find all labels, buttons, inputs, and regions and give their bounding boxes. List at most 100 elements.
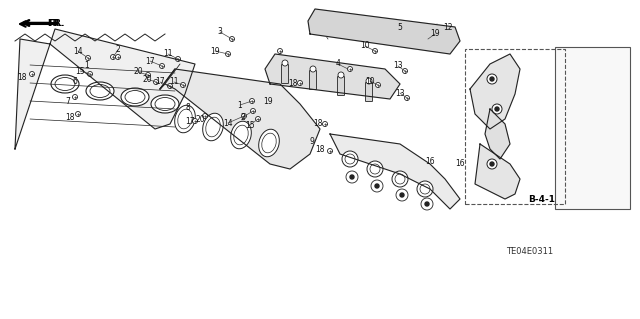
Circle shape xyxy=(298,80,303,85)
Text: B-4-1: B-4-1 xyxy=(528,195,555,204)
Text: 11: 11 xyxy=(169,78,179,86)
Text: 20: 20 xyxy=(133,68,143,77)
Circle shape xyxy=(72,94,77,100)
Polygon shape xyxy=(475,144,520,199)
FancyBboxPatch shape xyxy=(282,64,289,84)
Text: 20: 20 xyxy=(142,75,152,84)
Circle shape xyxy=(175,56,180,62)
Text: 1: 1 xyxy=(84,62,90,70)
Ellipse shape xyxy=(178,109,192,129)
Text: 19: 19 xyxy=(263,97,273,106)
Circle shape xyxy=(255,116,260,122)
Ellipse shape xyxy=(55,78,75,91)
Circle shape xyxy=(372,48,378,54)
Circle shape xyxy=(350,175,354,179)
Ellipse shape xyxy=(175,105,195,133)
Ellipse shape xyxy=(206,117,220,137)
Circle shape xyxy=(230,36,234,41)
Circle shape xyxy=(404,95,410,100)
Text: TE04E0311: TE04E0311 xyxy=(506,247,554,256)
Text: 10: 10 xyxy=(360,41,370,50)
Circle shape xyxy=(346,171,358,183)
Circle shape xyxy=(76,112,81,116)
Text: 18: 18 xyxy=(65,113,75,122)
Ellipse shape xyxy=(125,91,145,103)
Ellipse shape xyxy=(155,98,175,110)
Circle shape xyxy=(367,161,383,177)
Circle shape xyxy=(225,51,230,56)
Circle shape xyxy=(348,66,353,71)
Text: 19: 19 xyxy=(430,29,440,39)
Circle shape xyxy=(202,114,207,118)
Ellipse shape xyxy=(151,95,179,113)
Circle shape xyxy=(420,184,430,194)
Circle shape xyxy=(392,171,408,187)
Circle shape xyxy=(487,159,497,169)
Polygon shape xyxy=(308,9,460,54)
Circle shape xyxy=(250,108,255,114)
Circle shape xyxy=(111,55,115,60)
Text: 10: 10 xyxy=(365,77,375,85)
Circle shape xyxy=(371,180,383,192)
Circle shape xyxy=(487,74,497,84)
Circle shape xyxy=(395,174,405,184)
Text: 14: 14 xyxy=(73,47,83,56)
Text: 20: 20 xyxy=(195,115,205,123)
Text: 17: 17 xyxy=(145,56,155,65)
Text: 18: 18 xyxy=(288,79,298,88)
Circle shape xyxy=(193,118,198,123)
Text: 16: 16 xyxy=(455,160,465,168)
Text: 8: 8 xyxy=(186,102,190,112)
Text: 16: 16 xyxy=(425,157,435,166)
Circle shape xyxy=(159,63,164,69)
Ellipse shape xyxy=(234,125,248,145)
Ellipse shape xyxy=(90,85,110,98)
FancyBboxPatch shape xyxy=(310,70,317,90)
Circle shape xyxy=(421,198,433,210)
Circle shape xyxy=(282,60,288,66)
Ellipse shape xyxy=(262,133,276,153)
Circle shape xyxy=(449,32,454,36)
Polygon shape xyxy=(330,134,460,209)
Text: FR.: FR. xyxy=(48,19,65,27)
FancyBboxPatch shape xyxy=(555,47,630,209)
Circle shape xyxy=(278,48,282,54)
FancyBboxPatch shape xyxy=(365,83,372,101)
Polygon shape xyxy=(265,54,400,99)
Text: 17: 17 xyxy=(185,117,195,127)
Circle shape xyxy=(180,83,186,87)
Text: 7: 7 xyxy=(65,97,70,106)
Text: 3: 3 xyxy=(218,27,223,36)
Text: 5: 5 xyxy=(397,24,403,33)
Circle shape xyxy=(154,79,159,85)
Circle shape xyxy=(425,202,429,206)
Circle shape xyxy=(490,77,494,81)
Text: 15: 15 xyxy=(75,66,85,76)
Text: 18: 18 xyxy=(313,120,323,129)
Text: 15: 15 xyxy=(245,121,255,130)
Text: 13: 13 xyxy=(393,62,403,70)
Polygon shape xyxy=(160,69,320,169)
Text: 17: 17 xyxy=(155,78,165,86)
Circle shape xyxy=(250,99,255,103)
Circle shape xyxy=(403,69,408,73)
Circle shape xyxy=(338,72,344,78)
Text: 14: 14 xyxy=(223,118,233,128)
Circle shape xyxy=(29,71,35,77)
Ellipse shape xyxy=(51,75,79,93)
Circle shape xyxy=(328,149,333,153)
Circle shape xyxy=(86,56,90,61)
Circle shape xyxy=(168,84,173,88)
Polygon shape xyxy=(15,29,195,149)
Circle shape xyxy=(396,189,408,201)
Circle shape xyxy=(417,181,433,197)
Ellipse shape xyxy=(230,121,252,149)
Ellipse shape xyxy=(86,82,114,100)
Text: 1: 1 xyxy=(237,100,243,109)
Polygon shape xyxy=(485,109,510,159)
Circle shape xyxy=(323,122,328,127)
Circle shape xyxy=(376,83,381,87)
Ellipse shape xyxy=(259,129,279,157)
Text: 19: 19 xyxy=(210,47,220,56)
Circle shape xyxy=(400,193,404,197)
